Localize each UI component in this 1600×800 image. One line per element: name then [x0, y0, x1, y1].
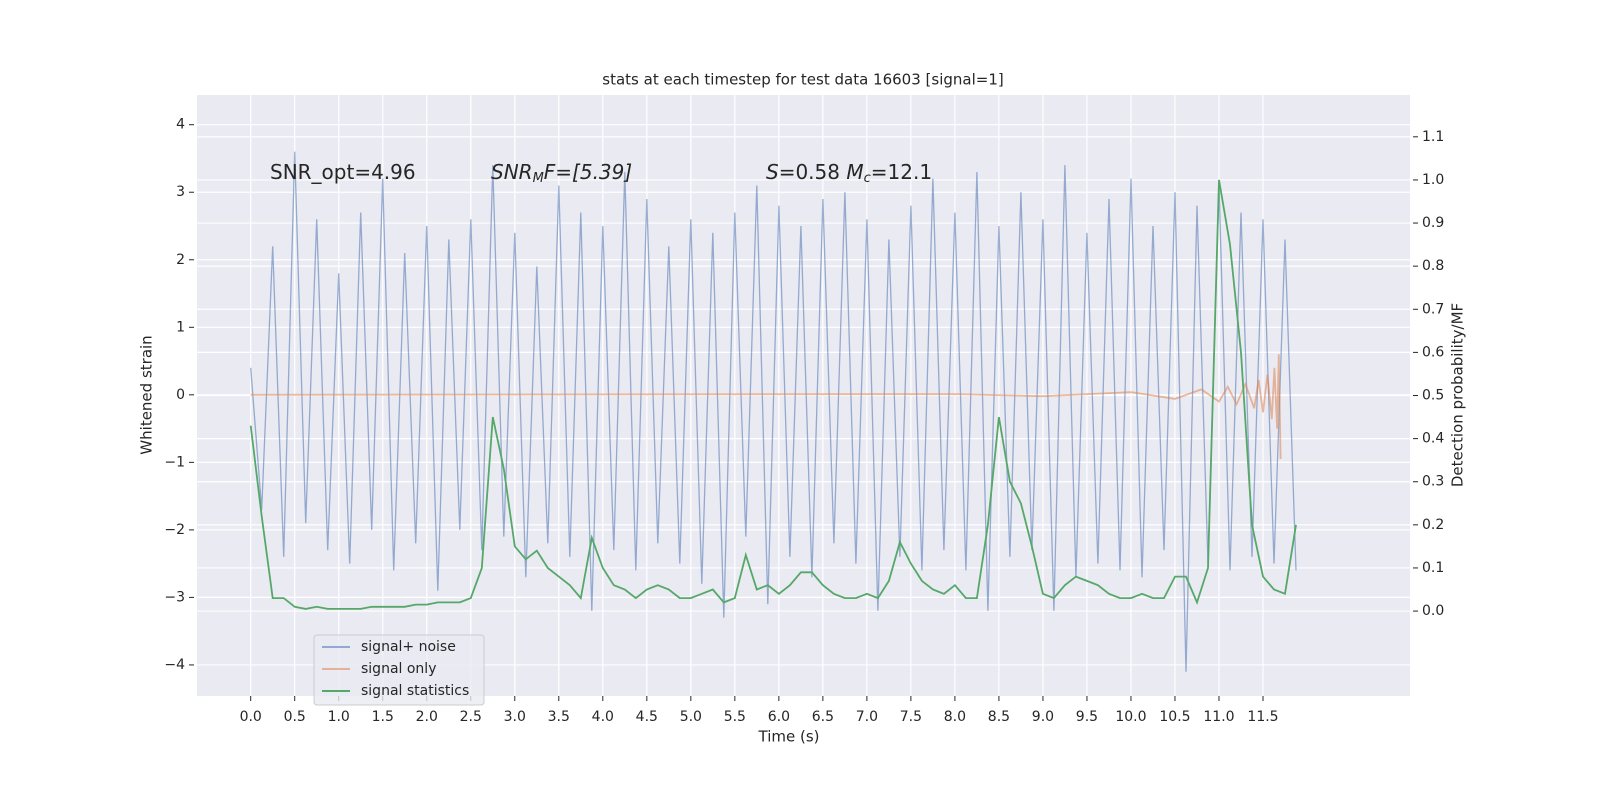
- x-tick-label: 5.5: [724, 709, 746, 725]
- y2-tick-label: 0.8: [1422, 258, 1444, 274]
- x-tick-label: 8.5: [988, 709, 1010, 725]
- x-tick-label: 3.0: [504, 709, 526, 725]
- y2-tick-label: 0.6: [1422, 344, 1444, 360]
- y-tick-label: 1: [176, 319, 185, 335]
- y2-tick-label: 1.1: [1422, 129, 1444, 145]
- y2-tick-label: 1.0: [1422, 172, 1444, 188]
- x-tick-label: 10.0: [1115, 709, 1146, 725]
- y-tick-label: 0: [176, 387, 185, 403]
- y-tick-label: −1: [164, 454, 185, 470]
- y-tick-label: 3: [176, 184, 185, 200]
- series-line: [249, 179, 1297, 610]
- y2-tick-label: 0.5: [1422, 388, 1444, 404]
- y-tick-label: −4: [164, 657, 185, 673]
- y-tick-label: −3: [164, 589, 185, 605]
- y2-tick-label: 0.1: [1422, 560, 1444, 576]
- annotation-part: F=[5.39]: [544, 160, 632, 184]
- x-tick-label: 2.5: [460, 709, 482, 725]
- x-tick-label: 11.5: [1247, 709, 1278, 725]
- x-tick-label: 7.5: [900, 709, 922, 725]
- y-tick-label: −2: [164, 522, 185, 538]
- annotation-part: =0.58: [779, 160, 847, 184]
- y2-tick-label: 0.3: [1422, 474, 1444, 490]
- legend-label: signal+ noise: [361, 639, 456, 655]
- x-tick-label: 8.0: [944, 709, 966, 725]
- y2-tick-label: 0.7: [1422, 301, 1444, 317]
- x-tick-label: 0.0: [240, 709, 262, 725]
- annotation-part: SNR_opt=4.96: [270, 160, 416, 184]
- series-line: [250, 354, 1282, 460]
- y2-tick-label: 0.0: [1422, 603, 1444, 619]
- x-axis-label: Time (s): [758, 728, 820, 746]
- x-tick-label: 6.0: [768, 709, 790, 725]
- y-tick-label: 4: [176, 117, 185, 133]
- series-line: [250, 151, 1297, 672]
- annotation: SNR_opt=4.96: [270, 160, 416, 184]
- x-tick-label: 5.0: [680, 709, 702, 725]
- y-axis-label: Whitened strain: [138, 335, 156, 454]
- x-tick-label: 10.5: [1159, 709, 1190, 725]
- legend-label: signal only: [361, 661, 436, 677]
- x-tick-label: 11.0: [1203, 709, 1234, 725]
- x-tick-label: 7.0: [856, 709, 878, 725]
- annotation-part: SNR: [491, 160, 533, 184]
- x-tick-label: 4.0: [592, 709, 614, 725]
- legend-box: [313, 634, 485, 706]
- x-tick-label: 1.5: [372, 709, 394, 725]
- annotation-part: c: [864, 171, 871, 186]
- x-tick-label: 1.0: [328, 709, 350, 725]
- x-tick-label: 3.5: [548, 709, 570, 725]
- y2-axis-label: Detection probability/MF: [1449, 303, 1467, 487]
- annotation-part: =12.1: [871, 160, 932, 184]
- chart-title: stats at each timestep for test data 166…: [602, 71, 1003, 89]
- y2-tick-label: 0.4: [1422, 431, 1444, 447]
- y-tick-label: 2: [176, 252, 185, 268]
- x-tick-label: 6.5: [812, 709, 834, 725]
- x-tick-label: 9.0: [1032, 709, 1054, 725]
- annotation-part: M: [533, 171, 544, 186]
- annotation: S=0.58 Mc=12.1: [766, 160, 932, 186]
- legend-label: signal statistics: [361, 683, 469, 699]
- y2-tick-label: 0.2: [1422, 517, 1444, 533]
- annotation-part: S: [766, 160, 779, 184]
- x-tick-label: 0.5: [284, 709, 306, 725]
- x-tick-label: 9.5: [1076, 709, 1098, 725]
- annotation-part: M: [846, 160, 863, 184]
- y2-tick-label: 0.9: [1422, 215, 1444, 231]
- annotation: SNRMF=[5.39]: [491, 160, 632, 186]
- x-tick-label: 2.0: [416, 709, 438, 725]
- x-tick-label: 4.5: [636, 709, 658, 725]
